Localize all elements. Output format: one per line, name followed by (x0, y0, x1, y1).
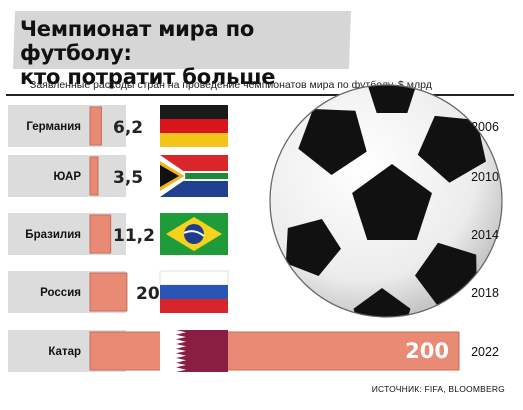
ball-patch (353, 288, 411, 317)
flag-serration (176, 330, 186, 372)
value-label-0: 6,2 (113, 118, 143, 138)
ball-patch (285, 219, 341, 276)
chart-title-line-1: Чемпионат мира по футболу: (20, 17, 255, 65)
bars (89, 106, 460, 371)
ball-patches (285, 85, 486, 317)
value-label-1: 3,5 (113, 168, 143, 188)
flag-stripe (159, 270, 229, 286)
flag-globe (184, 224, 204, 244)
divider (6, 94, 514, 96)
year-label-2: 2014 (471, 228, 499, 242)
country-label-1: ЮАР (53, 171, 81, 183)
flag-band (183, 230, 205, 237)
chart-title: Чемпионат мира по футболу: кто потратит … (20, 17, 350, 89)
flag-stripe (160, 105, 228, 119)
flag-hoist (160, 330, 176, 372)
flag-shape (160, 165, 180, 187)
value-label-2: 11,2 (113, 226, 155, 246)
ball-patch (367, 85, 417, 113)
flags (159, 105, 229, 372)
country-label-4: Катар (48, 346, 81, 358)
soccer-ball-icon (269, 84, 503, 318)
labels: Германия 2006 6,2 ЮАР 2010 3,5 Бразилия 2014 11,… (25, 118, 499, 363)
row-stripe (8, 155, 126, 197)
chart-title-line-2: кто потратит больше (20, 65, 276, 89)
chart-subtitle: Заявленные расходы стран на проведение ч… (30, 79, 432, 91)
bar-3 (89, 272, 128, 312)
country-label-3: Россия (40, 287, 81, 299)
year-label-0: 2006 (471, 120, 499, 134)
year-label-4: 2022 (471, 345, 499, 359)
ball-outline (269, 84, 503, 318)
flag-stripe (160, 133, 228, 147)
source-note: ИСТОЧНИК: FIFA, BLOOMBERG (371, 384, 505, 394)
ball-patch (298, 109, 367, 175)
year-label-1: 2010 (471, 170, 499, 184)
flag-stripe (160, 285, 228, 299)
flag-stripe (160, 299, 228, 313)
ball-patch (417, 115, 486, 183)
value-label-4: 200 (405, 339, 449, 363)
bar-1 (89, 156, 99, 196)
ball-patch (352, 164, 432, 240)
country-label-0: Германия (26, 121, 81, 133)
germany-flag-icon (160, 105, 228, 147)
bar-0 (89, 106, 102, 146)
south-africa-flag-icon (160, 155, 228, 197)
title-block: Чемпионат мира по футболу: кто потратит … (12, 8, 352, 89)
russia-flag-icon (159, 270, 229, 313)
bar-4 (89, 331, 460, 371)
bar-2 (89, 214, 112, 254)
year-label-3: 2018 (471, 286, 499, 300)
row-stripe (8, 105, 126, 147)
qatar-flag-icon (160, 330, 228, 372)
value-label-3: 20 (136, 284, 160, 304)
country-label-2: Бразилия (25, 229, 81, 241)
flag-stripe (160, 119, 228, 133)
brazil-flag-icon (160, 213, 228, 255)
flag-stripe (185, 173, 228, 179)
